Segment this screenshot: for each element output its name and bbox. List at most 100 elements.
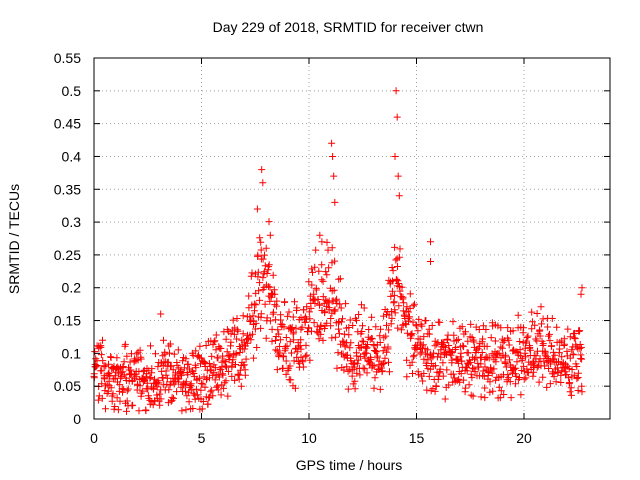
data-point xyxy=(120,358,128,366)
data-point xyxy=(393,113,401,121)
data-point xyxy=(284,312,292,320)
data-point xyxy=(174,346,182,354)
data-point xyxy=(577,355,585,362)
data-point xyxy=(528,318,536,326)
data-point xyxy=(509,327,517,335)
data-point xyxy=(546,330,553,338)
data-point xyxy=(571,329,578,337)
data-point xyxy=(355,311,363,318)
data-point xyxy=(509,369,516,377)
data-point xyxy=(565,374,573,382)
data-point xyxy=(351,377,359,385)
data-point xyxy=(315,335,323,343)
data-point xyxy=(308,265,316,273)
data-point xyxy=(380,360,388,367)
data-point xyxy=(266,231,274,239)
data-point xyxy=(463,367,471,375)
data-point xyxy=(327,315,335,322)
data-point xyxy=(324,299,332,307)
data-point xyxy=(543,353,551,361)
data-point xyxy=(241,345,249,353)
data-point xyxy=(390,298,398,306)
data-point xyxy=(300,306,307,314)
data-point xyxy=(397,326,405,334)
data-point xyxy=(345,324,353,331)
data-point xyxy=(519,329,527,337)
data-point xyxy=(159,362,167,370)
data-point xyxy=(318,261,326,269)
data-point xyxy=(290,336,298,344)
x-tick-labels: 0 5 10 15 20 xyxy=(90,430,532,446)
data-point xyxy=(500,391,508,398)
data-point xyxy=(497,343,505,351)
data-point xyxy=(436,365,444,373)
data-point xyxy=(166,349,173,357)
plot-frame xyxy=(93,57,611,420)
data-point xyxy=(287,376,295,384)
data-point xyxy=(465,381,473,389)
data-point xyxy=(156,401,164,409)
data-point xyxy=(127,366,135,374)
data-point xyxy=(170,394,177,402)
data-point xyxy=(230,330,238,338)
data-point xyxy=(567,384,575,392)
data-point xyxy=(332,333,340,341)
data-point xyxy=(545,365,553,372)
data-point xyxy=(95,342,103,350)
data-point xyxy=(283,342,291,350)
data-point xyxy=(154,363,162,371)
data-point xyxy=(105,377,113,385)
data-point xyxy=(480,372,488,380)
data-point xyxy=(237,382,245,390)
data-point xyxy=(285,308,293,316)
data-point xyxy=(371,374,379,382)
data-point xyxy=(161,350,169,358)
data-point xyxy=(419,377,427,385)
data-point xyxy=(576,341,584,348)
data-point xyxy=(337,304,345,312)
data-point xyxy=(255,287,263,295)
data-point xyxy=(198,405,206,413)
data-point xyxy=(310,319,318,327)
data-point xyxy=(358,328,366,335)
data-point xyxy=(478,338,486,346)
data-point xyxy=(453,337,461,344)
data-point xyxy=(192,347,200,355)
data-point xyxy=(170,350,178,358)
data-point xyxy=(209,392,217,400)
data-point xyxy=(489,387,497,395)
data-point xyxy=(430,349,438,357)
data-point xyxy=(305,308,313,316)
data-point xyxy=(163,380,171,388)
data-point xyxy=(566,333,574,341)
y-tick-label: 0.4 xyxy=(62,148,82,164)
data-point xyxy=(467,320,475,328)
data-point xyxy=(322,268,330,276)
data-point xyxy=(458,357,466,365)
data-point xyxy=(531,321,539,329)
data-point xyxy=(336,300,344,308)
x-tick-label: 20 xyxy=(516,430,532,446)
data-point xyxy=(569,350,577,358)
data-point xyxy=(518,357,526,365)
data-point xyxy=(270,308,277,316)
data-point xyxy=(514,311,522,319)
data-point xyxy=(445,381,453,389)
data-point xyxy=(277,316,285,324)
data-point xyxy=(558,353,566,361)
data-point xyxy=(406,290,414,298)
data-point xyxy=(409,353,417,361)
data-point xyxy=(241,366,249,374)
data-point xyxy=(394,172,402,180)
data-point xyxy=(239,330,247,338)
data-point xyxy=(139,378,147,386)
data-point xyxy=(392,256,400,264)
data-point xyxy=(123,387,131,395)
data-point xyxy=(481,384,489,392)
data-point xyxy=(266,317,274,325)
data-point xyxy=(91,348,99,356)
data-point xyxy=(564,325,572,333)
data-point xyxy=(272,346,280,354)
data-point xyxy=(424,356,432,364)
